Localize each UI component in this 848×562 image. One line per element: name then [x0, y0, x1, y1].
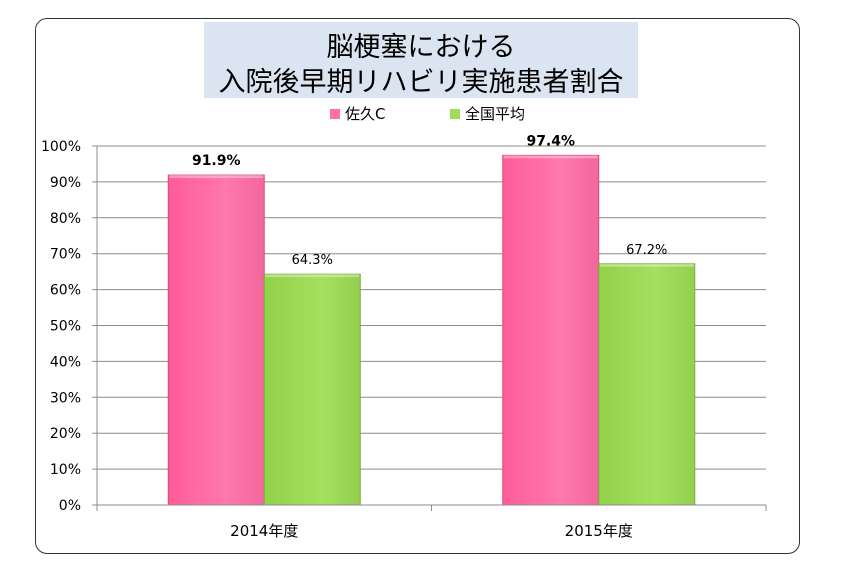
legend-swatch-series-1: [330, 108, 340, 119]
y-tick-label: 10%: [50, 462, 81, 478]
bar-series-2-2: [598, 263, 696, 506]
bar-series-1-1: [167, 174, 265, 506]
bar-highlight: [503, 155, 598, 159]
y-tick-label: 90%: [50, 175, 81, 191]
legend-label-series-1: 佐久C: [345, 105, 386, 123]
y-tick-label: 30%: [50, 390, 81, 406]
legend-swatch-series-2: [450, 108, 460, 119]
y-tick-label: 60%: [50, 283, 81, 299]
bar-series-2-1: [263, 273, 361, 506]
legend-item-series-1: 佐久C: [330, 103, 385, 124]
y-tick-label: 100%: [41, 139, 81, 155]
data-label-series-1-1: 91.9%: [192, 153, 241, 169]
bar-series-1-2: [502, 154, 600, 506]
bar-highlight: [169, 175, 264, 179]
y-tick-label: 0%: [59, 498, 81, 514]
legend-item-series-2: 全国平均: [450, 103, 525, 124]
legend-label-series-2: 全国平均: [465, 105, 526, 123]
chart-title: 脳梗塞における 入院後早期リハビリ実施患者割合: [204, 22, 638, 98]
y-tick-label: 20%: [50, 426, 81, 442]
bar-highlight: [265, 274, 360, 278]
y-tick-label: 80%: [50, 211, 81, 227]
y-tick-label: 50%: [50, 319, 81, 335]
data-label-series-2-1: 64.3%: [292, 253, 333, 268]
chart-title-line-2: 入院後早期リハビリ実施患者割合: [218, 67, 624, 98]
x-category-label: 2014年度: [230, 522, 298, 540]
data-label-series-1-2: 97.4%: [526, 133, 575, 149]
x-category-label: 2015年度: [565, 522, 633, 540]
data-label-series-2-2: 67.2%: [626, 243, 667, 258]
y-tick-label: 70%: [50, 247, 81, 263]
chart-title-line-1: 脳梗塞における: [326, 32, 516, 63]
bar-highlight: [599, 263, 694, 267]
y-tick-label: 40%: [50, 354, 81, 370]
